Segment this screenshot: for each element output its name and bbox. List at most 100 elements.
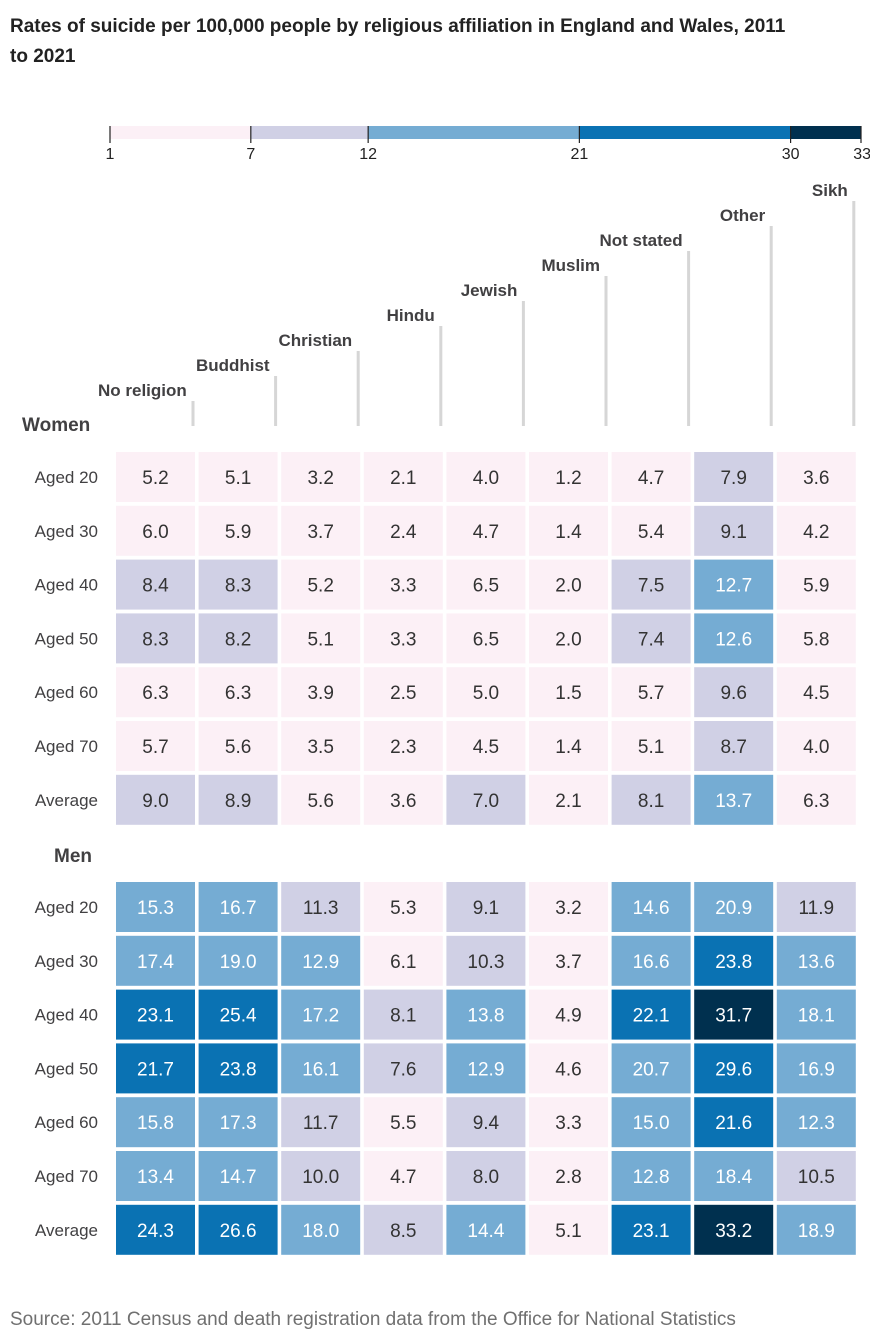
- legend-tick-label: 1: [106, 146, 115, 163]
- cell-value: 3.2: [555, 898, 581, 919]
- heatmap-cell: [198, 667, 278, 718]
- cell-value: 5.2: [307, 576, 333, 597]
- heatmap-cell: [694, 1043, 774, 1094]
- cell-value: 3.7: [555, 952, 581, 973]
- cell-value: 4.7: [390, 1167, 416, 1188]
- row-label: Aged 40: [35, 576, 98, 595]
- heatmap-cell: [529, 721, 608, 771]
- cell-value: 17.2: [302, 1006, 339, 1027]
- heatmap-cell: [529, 989, 608, 1040]
- heatmap-cell: [776, 559, 856, 610]
- heatmap-cell: [529, 559, 608, 610]
- heatmap-cell: [116, 1204, 195, 1255]
- cell-value: 2.4: [390, 522, 417, 543]
- heatmap-cell: [198, 882, 278, 932]
- cell-value: 4.6: [555, 1059, 581, 1080]
- heatmap-cell: [281, 935, 361, 986]
- cell-value: 9.4: [473, 1113, 500, 1134]
- row-label: Aged 60: [35, 1113, 98, 1132]
- heatmap-cell: [363, 1151, 443, 1201]
- heatmap-cell: [116, 989, 195, 1040]
- column-header: No religion: [98, 381, 187, 400]
- cell-value: 13.7: [715, 791, 752, 812]
- cell-value: 8.9: [225, 791, 251, 812]
- heatmap-cell: [363, 882, 443, 932]
- cell-value: 5.1: [555, 1221, 581, 1242]
- heatmap-cell: [694, 989, 774, 1040]
- heatmap-cell: [529, 935, 608, 986]
- cell-value: 10.5: [798, 1167, 835, 1188]
- cell-value: 17.3: [220, 1113, 257, 1134]
- cell-value: 2.0: [555, 576, 581, 597]
- heatmap-cell: [529, 882, 608, 932]
- cell-value: 17.4: [137, 952, 174, 973]
- heatmap-cell: [529, 1151, 608, 1201]
- heatmap-cell: [198, 505, 278, 556]
- cell-value: 15.8: [137, 1113, 174, 1134]
- heatmap-cell: [446, 1043, 526, 1094]
- heatmap-cell: [611, 882, 691, 932]
- heatmap-cell: [116, 721, 195, 771]
- heatmap-cell: [694, 505, 774, 556]
- row-label: Aged 50: [35, 1059, 98, 1078]
- cell-value: 1.2: [555, 468, 581, 489]
- heatmap-cell: [363, 1097, 443, 1148]
- heatmap-cell: [446, 613, 526, 664]
- heatmap-cell: [281, 1043, 361, 1094]
- heatmap-cell: [363, 505, 443, 556]
- cell-value: 26.6: [220, 1221, 257, 1242]
- cell-value: 21.6: [715, 1113, 752, 1134]
- cell-value: 20.7: [633, 1059, 670, 1080]
- heatmap-cell: [116, 505, 195, 556]
- heatmap-cell: [198, 613, 278, 664]
- heatmap-cell: [198, 1151, 278, 1201]
- cell-value: 4.7: [473, 522, 499, 543]
- cell-value: 14.7: [220, 1167, 257, 1188]
- heatmap-cell: [363, 721, 443, 771]
- cell-value: 2.8: [555, 1167, 581, 1188]
- heatmap-cell: [694, 1204, 774, 1255]
- heatmap-cell: [529, 452, 608, 502]
- cell-value: 15.3: [137, 898, 174, 919]
- cell-value: 7.0: [473, 791, 499, 812]
- heatmap-cell: [529, 667, 608, 718]
- cell-value: 1.4: [555, 737, 582, 758]
- legend-tick-label: 21: [570, 146, 588, 163]
- heatmap-cell: [694, 613, 774, 664]
- cell-value: 5.5: [390, 1113, 416, 1134]
- heatmap-cell: [198, 721, 278, 771]
- heatmap-cell: [611, 667, 691, 718]
- cell-value: 8.4: [142, 576, 169, 597]
- heatmap-cell: [611, 1204, 691, 1255]
- heatmap-cell: [446, 989, 526, 1040]
- heatmap-cell: [776, 989, 856, 1040]
- heatmap-cell: [694, 1097, 774, 1148]
- column-header: Jewish: [461, 281, 518, 300]
- heatmap-cell: [694, 559, 774, 610]
- cell-value: 4.2: [803, 522, 829, 543]
- row-label: Aged 20: [35, 898, 98, 917]
- row-label: Aged 30: [35, 522, 98, 541]
- cell-value: 5.9: [803, 576, 829, 597]
- heatmap-cell: [776, 1097, 856, 1148]
- heatmap-cell: [116, 774, 195, 825]
- legend-swatch: [579, 126, 791, 139]
- heatmap-cell: [281, 1097, 361, 1148]
- column-header: Muslim: [541, 256, 600, 275]
- column-header: Buddhist: [196, 356, 270, 375]
- heatmap-cell: [446, 1151, 526, 1201]
- cell-value: 18.9: [798, 1221, 835, 1242]
- cell-value: 4.0: [803, 737, 829, 758]
- cell-value: 12.3: [798, 1113, 835, 1134]
- cell-value: 22.1: [633, 1006, 670, 1027]
- cell-value: 6.3: [803, 791, 829, 812]
- heatmap-cell: [776, 667, 856, 718]
- heatmap-cell: [694, 452, 774, 502]
- cell-value: 18.1: [798, 1006, 835, 1027]
- cell-value: 5.2: [142, 468, 168, 489]
- cell-value: 5.9: [225, 522, 251, 543]
- heatmap-cell: [446, 721, 526, 771]
- cell-value: 2.0: [555, 629, 581, 650]
- group-label: Men: [54, 846, 92, 867]
- cell-value: 3.7: [307, 522, 333, 543]
